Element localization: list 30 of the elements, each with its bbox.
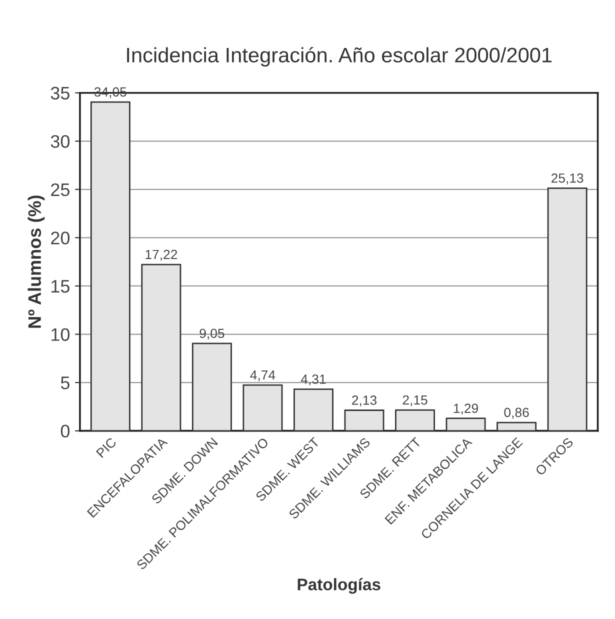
data-label: 0,86 <box>504 408 529 419</box>
data-label: 9,05 <box>200 328 224 340</box>
data-label: 25,13 <box>551 173 584 184</box>
y-tick-label: 15 <box>52 280 70 293</box>
bar <box>242 384 283 431</box>
y-tick-label: 35 <box>50 86 70 100</box>
bar <box>90 101 130 431</box>
data-label: 2,13 <box>352 396 377 406</box>
data-label: 4,74 <box>250 370 276 382</box>
bar <box>141 264 182 431</box>
y-tick-label: 5 <box>60 376 70 390</box>
bar <box>344 410 384 431</box>
data-label: 2,15 <box>402 395 428 406</box>
y-tick-label: 20 <box>51 232 70 244</box>
data-label: 1,29 <box>454 404 478 415</box>
bar <box>446 418 486 431</box>
y-axis-title: Nº Alumnos (%) <box>28 196 45 328</box>
y-tick-label: 30 <box>50 135 70 148</box>
data-label: 17,22 <box>146 250 178 261</box>
bar <box>395 409 436 431</box>
y-tick-label: 10 <box>52 328 70 341</box>
bar <box>496 422 537 431</box>
bar <box>293 388 334 431</box>
y-tick-label: 25 <box>51 183 70 196</box>
data-label: 4,31 <box>300 374 326 386</box>
x-axis-title: Patologías <box>298 578 380 594</box>
chart-title: Incidencia Integración. Año escolar 2000/2001 <box>127 46 552 67</box>
y-tick-label: 0 <box>60 424 70 438</box>
bar <box>547 187 588 431</box>
bar <box>192 342 232 431</box>
